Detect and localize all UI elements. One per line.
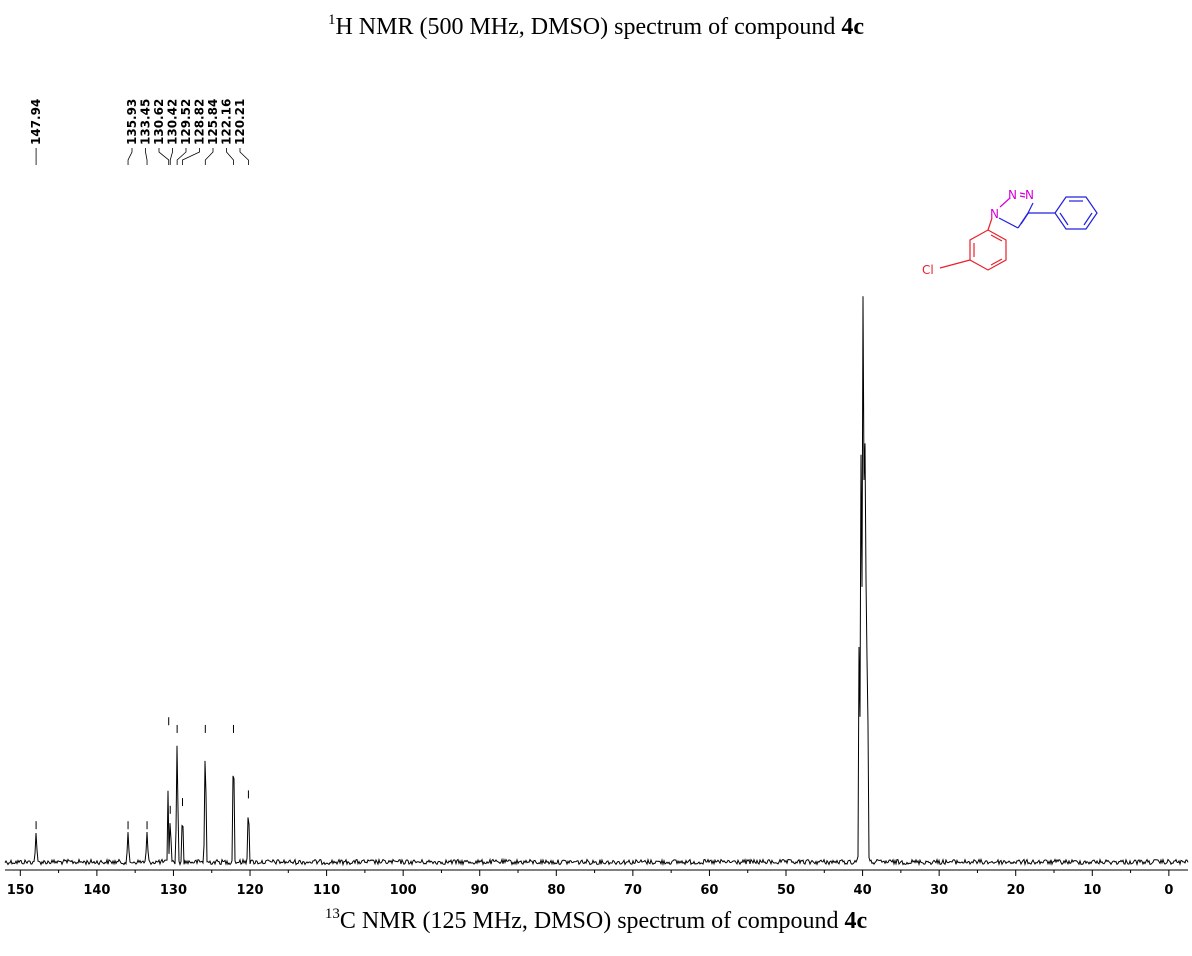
peak-markers	[35, 717, 249, 830]
peak-label-connector	[158, 148, 170, 165]
chlorine-atom-label: Cl	[922, 263, 934, 277]
x-tick-label: 80	[547, 883, 565, 898]
bottom-title-compound: 4c	[844, 908, 868, 934]
bottom-title-text: C NMR (125 MHz, DMSO) spectrum of compou…	[339, 908, 845, 934]
triazole-n2-label: N	[1008, 188, 1017, 202]
x-tick-label: 100	[390, 883, 417, 898]
peak-labels: 147.94 135.93 133.45 130.62 130.42 129.52 128.…	[29, 99, 249, 165]
x-axis-ticks: 150 140 130 120 110 100 90 80 70 60 50 40 30 20 10 0	[7, 870, 1173, 898]
peak-label: 120.21	[233, 99, 247, 145]
peak-label: 135.93	[125, 99, 139, 145]
peak-label-connector	[226, 148, 234, 165]
peak-label-connector	[145, 148, 148, 165]
top-title-superscript: 1	[327, 12, 336, 28]
x-tick-label: 140	[83, 883, 110, 898]
x-tick-label: 50	[777, 883, 795, 898]
peak-label-connector	[127, 148, 133, 165]
bottom-title-superscript: 13	[324, 906, 340, 922]
x-tick-label: 0	[1164, 883, 1173, 898]
x-tick-label: 20	[1007, 883, 1025, 898]
x-tick-label: 40	[854, 883, 872, 898]
peak-label: 125.84	[206, 99, 220, 145]
top-title-compound: 4c	[841, 14, 865, 40]
structure-4c: Cl N N N	[922, 188, 1098, 277]
peak-label: 122.16	[220, 99, 234, 145]
peak-label: 147.94	[29, 99, 43, 145]
x-tick-label: 70	[624, 883, 642, 898]
x-tick-label: 130	[160, 883, 187, 898]
peak-label-connector	[182, 148, 200, 165]
peak-label-connector	[204, 148, 214, 165]
spectrum-line	[4, 296, 1189, 867]
chlorophenyl-ring	[939, 217, 1007, 271]
x-tick-label: 10	[1083, 883, 1101, 898]
triazole-n1-label: N	[990, 207, 999, 221]
peak-label: 129.52	[179, 99, 193, 145]
x-tick-label: 90	[471, 883, 489, 898]
x-tick-label: 60	[700, 883, 718, 898]
x-tick-label: 120	[236, 883, 263, 898]
peak-label: 128.82	[193, 99, 207, 145]
triazole-carbons	[998, 202, 1055, 229]
triazole-ring	[999, 192, 1026, 208]
peak-label: 130.62	[152, 99, 166, 145]
x-tick-label: 110	[313, 883, 340, 898]
peak-label-connector	[169, 148, 173, 165]
phenyl-ring	[1054, 196, 1098, 230]
peak-label-connector	[239, 148, 249, 165]
top-title: 1H NMR (500 MHz, DMSO) spectrum of compo…	[0, 12, 1192, 41]
peak-label-connector	[176, 148, 187, 165]
x-tick-label: 30	[930, 883, 948, 898]
peak-label: 133.45	[139, 99, 153, 145]
bottom-title: 13C NMR (125 MHz, DMSO) spectrum of comp…	[0, 906, 1192, 935]
x-tick-label: 150	[7, 883, 34, 898]
top-title-text: H NMR (500 MHz, DMSO) spectrum of compou…	[335, 14, 842, 40]
triazole-n3-label: N	[1025, 188, 1034, 202]
peak-label: 130.42	[166, 99, 180, 145]
